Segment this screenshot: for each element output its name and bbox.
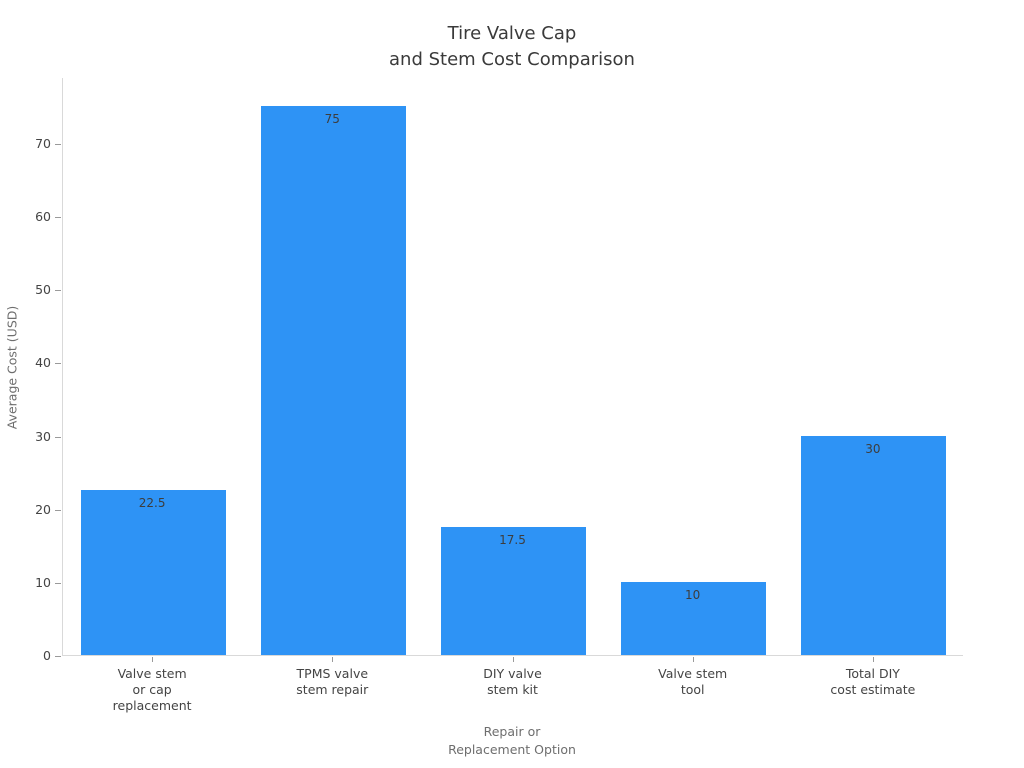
y-tick-label: 70 [35,135,51,151]
y-tick-label: 60 [35,209,51,224]
x-axis-title: Repair or Replacement Option [448,724,576,757]
bar-value-label: 22.5 [138,496,166,511]
y-tick-mark [55,290,61,292]
y-tick-label: 30 [35,428,51,444]
bar-value-label: 10 [685,587,701,602]
bar-2 [260,106,406,655]
x-tick-mark [512,657,514,662]
bar-4 [621,581,767,655]
x-tick-label: Valve stem tool [658,666,728,697]
y-tick-mark [55,143,61,145]
y-tick-mark [55,217,61,218]
bar-3 [441,526,586,655]
y-tick-mark [55,509,61,511]
y-tick-label: 50 [35,282,51,298]
y-tick-label: 0 [43,648,51,663]
y-tick-mark [55,436,61,438]
x-tick-mark [692,657,694,662]
x-tick-mark [152,657,154,662]
bar-value-label: 30 [865,441,881,456]
x-tick-label: Valve stem or cap replacement [112,666,192,713]
x-tick-label: DIY valve stem kit [483,666,542,697]
bar-1 [80,490,226,655]
chart-title: Tire Valve Cap and Stem Cost Comparison [389,23,635,70]
bar-value-label: 17.5 [499,532,526,547]
y-tick-mark [55,656,61,657]
bar-5 [801,435,947,655]
plot-area [62,78,963,656]
bar-value-label: 75 [324,112,340,127]
y-tick-label: 10 [35,574,51,590]
y-tick-mark [55,582,61,584]
y-tick-label: 20 [35,501,51,517]
y-tick-label: 40 [35,355,51,371]
x-tick-mark [332,657,334,662]
x-tick-mark [872,657,874,662]
x-tick-label: Total DIY cost estimate [830,666,916,697]
y-tick-mark [55,363,61,365]
x-tick-label: TPMS valve stem repair [296,666,369,697]
